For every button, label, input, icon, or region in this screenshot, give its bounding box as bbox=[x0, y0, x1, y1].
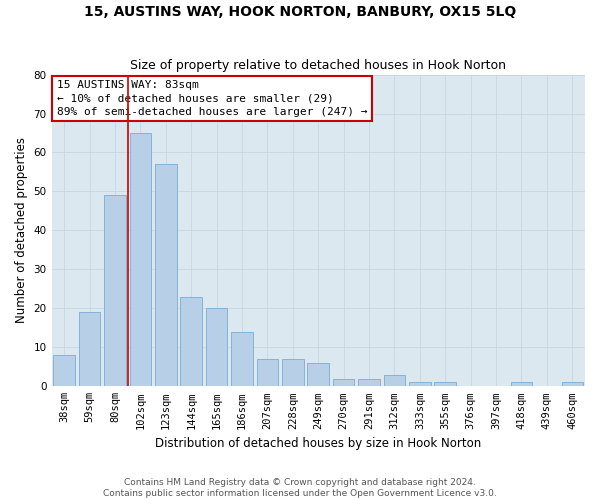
Bar bbox=[181, 296, 202, 386]
Text: 15 AUSTINS WAY: 83sqm
← 10% of detached houses are smaller (29)
89% of semi-deta: 15 AUSTINS WAY: 83sqm ← 10% of detached … bbox=[56, 80, 367, 117]
Bar bbox=[511, 382, 532, 386]
X-axis label: Distribution of detached houses by size in Hook Norton: Distribution of detached houses by size … bbox=[155, 437, 481, 450]
Bar bbox=[231, 332, 253, 386]
Bar bbox=[130, 133, 151, 386]
Text: 15, AUSTINS WAY, HOOK NORTON, BANBURY, OX15 5LQ: 15, AUSTINS WAY, HOOK NORTON, BANBURY, O… bbox=[84, 5, 516, 19]
Bar bbox=[307, 363, 329, 386]
Bar bbox=[257, 359, 278, 386]
Bar bbox=[409, 382, 431, 386]
Bar bbox=[79, 312, 100, 386]
Bar bbox=[155, 164, 176, 386]
Bar bbox=[562, 382, 583, 386]
Bar bbox=[206, 308, 227, 386]
Bar bbox=[358, 378, 380, 386]
Bar bbox=[53, 355, 75, 386]
Bar bbox=[282, 359, 304, 386]
Bar bbox=[434, 382, 456, 386]
Bar bbox=[104, 196, 126, 386]
Title: Size of property relative to detached houses in Hook Norton: Size of property relative to detached ho… bbox=[130, 59, 506, 72]
Bar bbox=[333, 378, 355, 386]
Y-axis label: Number of detached properties: Number of detached properties bbox=[15, 138, 28, 324]
Bar bbox=[383, 374, 405, 386]
Text: Contains HM Land Registry data © Crown copyright and database right 2024.
Contai: Contains HM Land Registry data © Crown c… bbox=[103, 478, 497, 498]
